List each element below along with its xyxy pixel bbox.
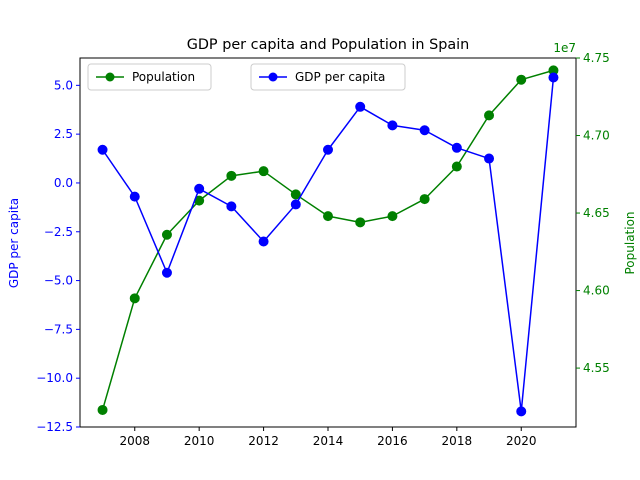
population-line [101, 69, 554, 411]
x-tick-label: 2014 [313, 434, 344, 448]
gdp-per-capita-point [355, 101, 366, 112]
gdp-per-capita-point [323, 144, 333, 155]
gdp-per-capita-point [97, 144, 108, 155]
population-point [129, 293, 140, 304]
gdp-per-capita-point [516, 406, 527, 417]
gdp-per-capita-point [484, 153, 495, 164]
legend-population-label: Population [132, 70, 195, 84]
gdp-per-capita-point [161, 267, 172, 278]
population-point [516, 74, 527, 85]
gdp-per-capita-point [419, 125, 430, 136]
population-point [290, 189, 301, 200]
y-left-axis-label: GDP per capita [7, 198, 21, 288]
x-tick-label: 2012 [248, 434, 279, 448]
series-group [97, 65, 559, 417]
y-right-tick-label: 4.75 [583, 51, 610, 65]
legend-gdp-per-capita-label: GDP per capita [295, 70, 385, 84]
y-right-tick-label: 4.60 [583, 284, 610, 298]
population-point [451, 161, 462, 172]
y-left-tick-label: −5.0 [44, 274, 73, 288]
gdp-per-capita-point [194, 183, 205, 194]
gdp-per-capita-point [129, 191, 140, 202]
legend-population-swatch-marker [105, 72, 115, 82]
legend-population-box [87, 63, 212, 91]
y-left-tick-label: 2.5 [54, 127, 73, 141]
legend-gdp-per-capita-box [250, 63, 406, 91]
y-left-tick-label: 0.0 [54, 176, 73, 190]
x-tick-label: 2020 [506, 434, 537, 448]
x-tick-label: 2008 [119, 434, 150, 448]
population-point [97, 404, 108, 415]
y-left-tick-label: −10.0 [36, 371, 73, 385]
gdp-per-capita-point [451, 142, 462, 153]
population-point [387, 211, 398, 222]
gdp-per-capita-point [548, 72, 559, 83]
gdp-per-capita-point [226, 201, 237, 212]
y-left-tick-label: 5.0 [54, 78, 73, 92]
gdp-per-capita-point [258, 236, 269, 247]
y-right-axis-label: Population [623, 211, 637, 274]
population-point [355, 217, 366, 228]
axes-group: 2008 2010 2012 2014 2016 2018 2020 −12.5 −10.0 −7… [36, 51, 610, 448]
y-left-tick-label: −7.5 [44, 322, 73, 336]
population-point [484, 110, 495, 121]
population-point [161, 229, 172, 240]
population-point [323, 211, 333, 222]
gdp-per-capita-point [387, 120, 398, 131]
gdp-per-capita-line [101, 77, 555, 413]
x-tick-label: 2016 [377, 434, 408, 448]
x-tick-label: 2018 [442, 434, 473, 448]
y-left-tick-label: −12.5 [36, 420, 73, 434]
legend-gdp-per-capita-swatch-marker [268, 72, 278, 82]
legends-group: Population GDP per capita [87, 63, 406, 91]
y-right-offset-text: 1e7 [553, 41, 576, 55]
y-left-tick-label: −2.5 [44, 225, 73, 239]
y-right-tick-label: 4.70 [583, 129, 610, 143]
population-point [258, 166, 269, 177]
gdp-per-capita-point [290, 199, 301, 210]
y-right-tick-label: 4.65 [583, 206, 610, 220]
y-right-tick-label: 4.55 [583, 361, 610, 375]
x-tick-label: 2010 [184, 434, 215, 448]
chart-title: GDP per capita and Population in Spain [187, 37, 470, 53]
population-point [226, 170, 237, 181]
population-point [419, 194, 430, 205]
